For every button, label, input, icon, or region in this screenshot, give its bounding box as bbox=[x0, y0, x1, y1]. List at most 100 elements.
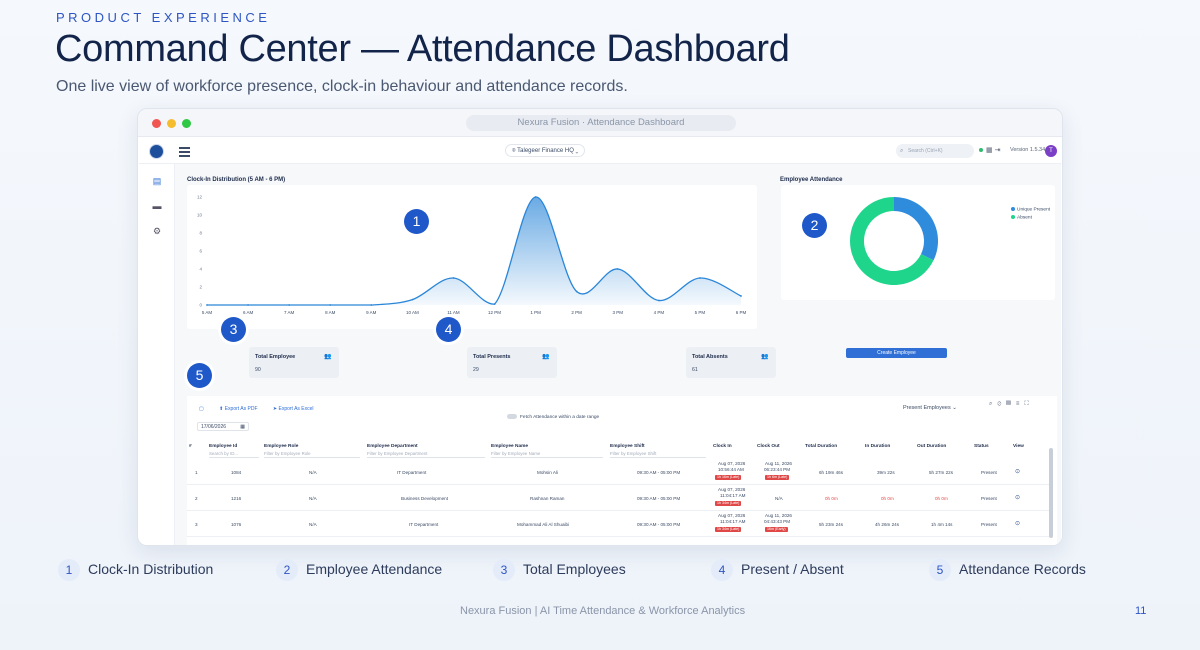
window-titlebar: Nexura Fusion · Attendance Dashboard bbox=[138, 109, 1062, 137]
col-employee-role[interactable]: Employee Role bbox=[264, 444, 299, 449]
menu-icon[interactable] bbox=[179, 147, 190, 159]
attendance-donut-chart bbox=[850, 197, 938, 285]
table-row[interactable]: 2 1216 N/A Business Development Rashnan … bbox=[187, 485, 1049, 511]
cell-out: 1h 4m 14s bbox=[931, 522, 953, 527]
x-tick-label: 5 PM bbox=[695, 310, 706, 315]
data-point bbox=[657, 299, 660, 302]
table-row[interactable]: 3 1076 N/A IT Department Mohammad Ali Al… bbox=[187, 511, 1049, 537]
late-badge: 1h 34m (Late) bbox=[715, 501, 742, 506]
status-dot-icon bbox=[979, 148, 983, 153]
cell-num: 3 bbox=[195, 522, 198, 527]
data-point bbox=[534, 196, 537, 198]
stat-label: Total Absents bbox=[692, 354, 728, 360]
address-bar[interactable]: Nexura Fusion · Attendance Dashboard bbox=[466, 115, 736, 131]
cell-clock-in-time: 11:04:17 AM bbox=[720, 493, 746, 498]
y-tick-label: 12 bbox=[197, 195, 203, 200]
clock-in-area bbox=[207, 196, 741, 305]
search-input[interactable]: ⌕ Search (Ctrl+K) bbox=[896, 144, 974, 158]
avatar[interactable]: T bbox=[1045, 145, 1057, 157]
data-point bbox=[740, 295, 742, 297]
fetch-range-toggle[interactable]: Fetch Attendance within a date range bbox=[507, 414, 599, 420]
table-scrollbar[interactable] bbox=[1049, 448, 1053, 538]
col-num[interactable]: # bbox=[189, 444, 192, 449]
cell-num: 2 bbox=[195, 496, 198, 501]
cell-status: Present bbox=[981, 470, 997, 475]
eyebrow: PRODUCT EXPERIENCE bbox=[56, 10, 271, 25]
view-icon[interactable]: ⊙ bbox=[1015, 521, 1021, 527]
gear-icon[interactable]: ⚙ bbox=[152, 226, 162, 236]
search-icon: ⌕ bbox=[900, 148, 904, 154]
data-point bbox=[206, 304, 208, 306]
filter-employee-department[interactable]: Filter by Employee Department bbox=[367, 451, 485, 458]
data-point bbox=[411, 298, 414, 301]
cell-out: 0h 0m bbox=[935, 496, 948, 501]
view-icon[interactable]: ⊙ bbox=[1015, 469, 1021, 475]
minimize-dot-icon[interactable] bbox=[167, 119, 176, 128]
data-point bbox=[288, 304, 291, 306]
view-icon[interactable]: ⊙ bbox=[1015, 495, 1021, 501]
filter-off-icon[interactable]: ⊘ bbox=[997, 401, 1007, 407]
app-logo-icon[interactable] bbox=[149, 144, 164, 159]
cell-total: 0h 0m bbox=[825, 496, 838, 501]
table-row[interactable]: 1 1084 N/A IT Department Mohsin Ali 09:3… bbox=[187, 459, 1049, 485]
col-clock-in[interactable]: Clock In bbox=[713, 444, 732, 449]
app-window: Nexura Fusion · Attendance Dashboard ⌾ T… bbox=[137, 108, 1063, 546]
cell-clock-in: Aug 07, 2026 bbox=[718, 461, 746, 466]
cell-id: 1084 bbox=[231, 470, 242, 475]
col-employee-department[interactable]: Employee Department bbox=[367, 444, 418, 449]
col-in-duration[interactable]: In Duration bbox=[865, 444, 891, 449]
feature-number: 2 bbox=[276, 559, 298, 581]
cell-total: 5h 23m 24s bbox=[819, 522, 844, 527]
col-employee-name[interactable]: Employee Name bbox=[491, 444, 529, 449]
sidebar: ▤ ▬ ⚙ bbox=[139, 164, 175, 545]
callout-5: 5 bbox=[187, 363, 212, 388]
x-tick-label: 6 PM bbox=[736, 310, 747, 315]
grid-icon[interactable]: ▦ bbox=[986, 147, 993, 154]
data-point bbox=[370, 304, 373, 306]
cell-name: Mohammad Ali Al Shuaibi bbox=[517, 522, 570, 527]
columns-icon[interactable]: ▥ bbox=[1006, 401, 1016, 407]
cell-role: N/A bbox=[309, 496, 317, 501]
export-tools: ▢ ⬆ Export As PDF ➤ Export As Excel bbox=[199, 406, 328, 412]
col-clock-out[interactable]: Clock Out bbox=[757, 444, 780, 449]
filter-employee-role[interactable]: Filter by Employee Role bbox=[264, 451, 360, 458]
org-pin-icon: ⌾ bbox=[512, 148, 518, 154]
date-picker[interactable]: 17/06/2026 ▦ bbox=[197, 422, 249, 431]
stat-total-presents: Total Presents 29 👥 bbox=[467, 347, 557, 378]
late-badge: 1h 6m (Late) bbox=[765, 475, 790, 480]
density-icon[interactable]: ≡ bbox=[1015, 401, 1025, 407]
search-icon[interactable]: ⌕ bbox=[989, 401, 998, 407]
col-employee-shift[interactable]: Employee Shift bbox=[610, 444, 645, 449]
data-point bbox=[247, 304, 249, 306]
fullscreen-icon[interactable]: ⛶ bbox=[1024, 401, 1034, 407]
cell-dept: Business Development bbox=[401, 496, 448, 501]
x-tick-label: 12 PM bbox=[488, 310, 501, 315]
col-employee-id[interactable]: Employee Id bbox=[209, 444, 238, 449]
select-checkbox[interactable]: ▢ bbox=[199, 406, 204, 412]
export-pdf-label: Export As PDF bbox=[224, 406, 258, 412]
version-label: Version 1.5.34 bbox=[1010, 147, 1046, 153]
feature-number: 4 bbox=[711, 559, 733, 581]
filter-employee-id[interactable]: Search by ID... bbox=[209, 451, 259, 458]
col-total-duration[interactable]: Total Duration bbox=[805, 444, 838, 449]
legend-absent-label: Absent bbox=[1017, 215, 1032, 221]
feature-label: Employee Attendance bbox=[306, 561, 443, 577]
maximize-dot-icon[interactable] bbox=[182, 119, 191, 128]
filter-employee-name[interactable]: Filter by Employee Name bbox=[491, 451, 603, 458]
filter-employee-shift[interactable]: Filter by Employee Shift bbox=[610, 451, 706, 458]
org-selector[interactable]: ⌾ Talegeer Finance HQ ⌄ bbox=[505, 144, 586, 157]
export-excel-link[interactable]: ➤ Export As Excel bbox=[272, 406, 314, 412]
export-pdf-link[interactable]: ⬆ Export As PDF bbox=[219, 406, 258, 412]
present-filter-select[interactable]: Present Employees ⌄ bbox=[903, 405, 957, 411]
create-employee-button[interactable]: Create Employee bbox=[846, 348, 947, 358]
card-icon[interactable]: ▬ bbox=[152, 201, 162, 211]
toggle-switch[interactable] bbox=[507, 414, 517, 419]
col-status[interactable]: Status bbox=[974, 444, 989, 449]
col-out-duration[interactable]: Out Duration bbox=[917, 444, 947, 449]
logout-icon[interactable]: ⇥ bbox=[994, 147, 1001, 154]
dashboard-icon[interactable]: ▤ bbox=[152, 176, 162, 186]
col-view[interactable]: View bbox=[1013, 444, 1024, 449]
cell-id: 1216 bbox=[231, 496, 242, 501]
feature-item: 3 Total Employees bbox=[493, 559, 626, 581]
close-dot-icon[interactable] bbox=[152, 119, 161, 128]
